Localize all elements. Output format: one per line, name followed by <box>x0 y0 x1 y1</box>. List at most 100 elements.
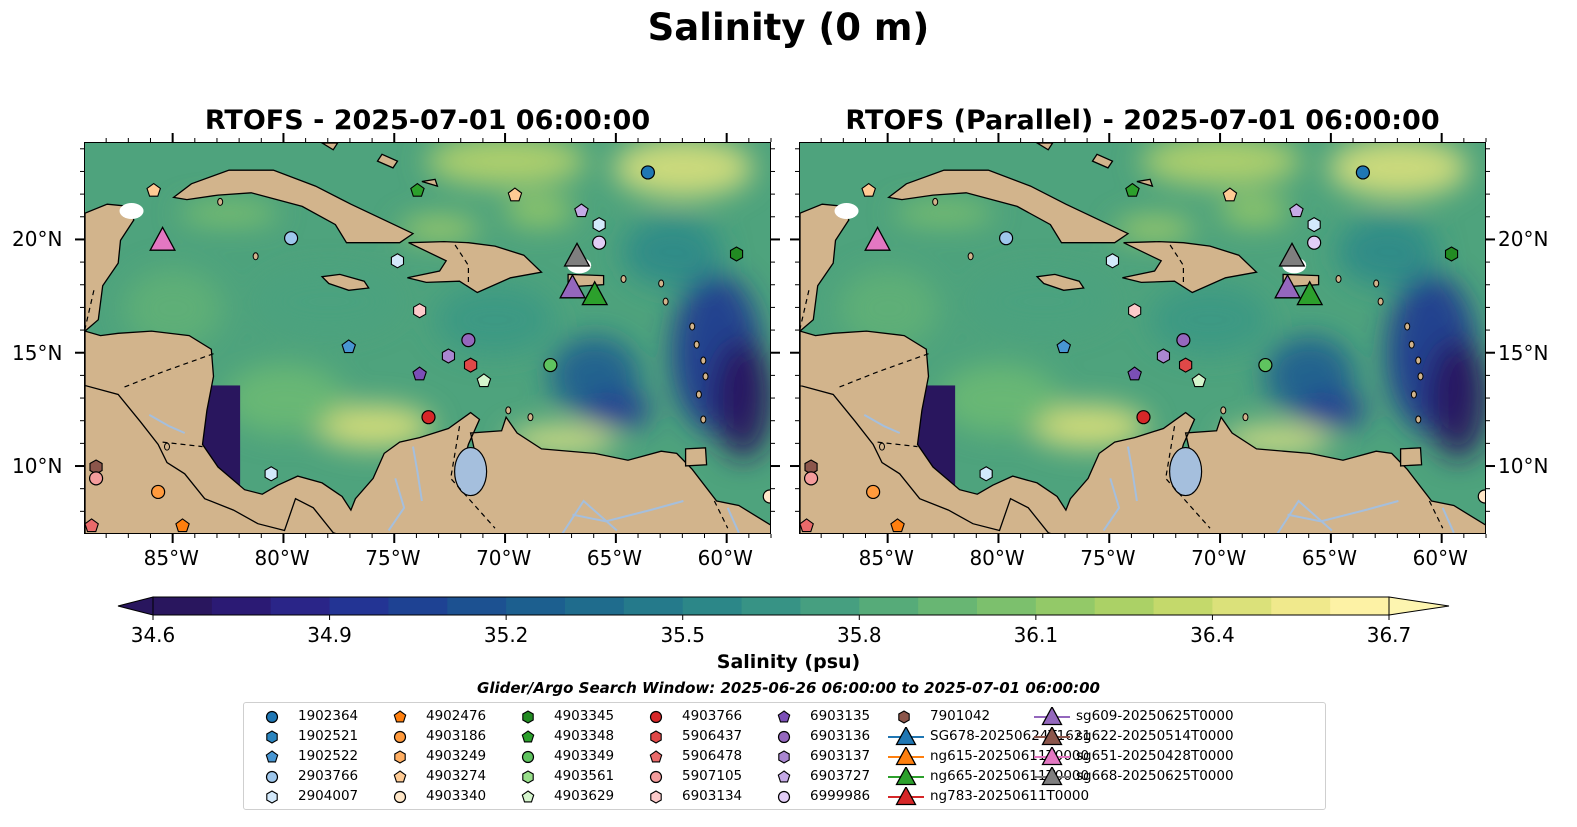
country-border <box>85 290 95 329</box>
legend-label: 4903561 <box>554 768 615 784</box>
legend-marker <box>888 747 924 766</box>
salinity-field-patch <box>313 404 434 449</box>
colorbar-segment <box>859 597 919 615</box>
legend-marker-shape <box>649 770 663 784</box>
river <box>561 499 618 533</box>
argo-float-2903766 <box>284 231 299 246</box>
colorbar-bar <box>117 596 1450 620</box>
legend-marker-shape <box>266 790 278 804</box>
legend-marker <box>649 750 663 763</box>
legend-marker-shape <box>265 710 279 724</box>
argo-float-4903186 <box>151 484 166 500</box>
argo-float-2904007 <box>592 216 606 233</box>
argo-float-6903135 <box>412 366 427 381</box>
argo-float-2904007 <box>1105 253 1120 269</box>
panel-title-right: RTOFS (Parallel) - 2025-07-01 06:00:00 <box>845 105 1440 136</box>
colorbar-extend-high <box>1388 596 1450 616</box>
colorbar-segment <box>1094 597 1155 615</box>
river <box>726 507 740 533</box>
lon-tick-label: 60°W <box>697 546 753 570</box>
colorbar-title: Salinity (psu) <box>716 651 861 673</box>
argo-float-4903629 <box>1191 373 1207 388</box>
small-island <box>1377 297 1384 306</box>
salinity-field-patch <box>1337 216 1438 287</box>
colorbar-tick-label: 34.6 <box>130 623 176 647</box>
salinity-field-patch <box>1114 217 1195 242</box>
legend-marker <box>1034 707 1070 726</box>
salinity-field-patch <box>613 143 754 198</box>
colorbar-segment <box>1330 597 1390 615</box>
salinity-field-patch <box>179 203 280 224</box>
argo-float-5907105 <box>88 471 104 486</box>
colorbar-tick-label: 35.5 <box>660 623 705 647</box>
legend-label: sg668-20250625T0000 <box>1076 768 1234 784</box>
salinity-field-patch <box>1028 404 1149 449</box>
lon-tick-label: 70°W <box>476 546 532 570</box>
colorbar-tick-label: 35.8 <box>837 623 882 647</box>
legend-marker <box>777 730 791 744</box>
legend-marker-shape <box>895 727 917 746</box>
legend-label: ng783-20250611T0000 <box>930 788 1090 804</box>
small-island <box>695 390 702 399</box>
legend-marker <box>649 710 663 724</box>
salinity-field-patch <box>894 203 995 224</box>
data-gap-patch <box>119 202 144 219</box>
small-island <box>878 442 885 451</box>
land-bahamas1 <box>1035 143 1054 151</box>
legend-label: 4903249 <box>426 748 487 764</box>
lat-tick-label: 15°N <box>12 340 63 365</box>
legend-label: 4903340 <box>426 788 487 804</box>
legend-marker-shape <box>265 750 279 763</box>
lon-tick-label: 60°W <box>1412 546 1468 570</box>
legend-marker <box>888 787 924 806</box>
colorbar-segment <box>506 597 566 615</box>
legend-label: 4903345 <box>554 708 615 724</box>
lon-tick-label: 65°W <box>1301 546 1358 570</box>
small-island <box>1417 372 1424 381</box>
legend-marker <box>1034 727 1070 746</box>
legend-label: 6999986 <box>810 788 871 804</box>
legend-marker <box>888 767 924 786</box>
search-window-note: Glider/Argo Search Window: 2025-06-26 06… <box>477 679 1100 697</box>
glider-ng665-20250611T0000 <box>581 280 609 306</box>
argo-float-4903274 <box>861 182 877 197</box>
salinity-field-patch <box>224 364 345 435</box>
small-island <box>693 340 700 349</box>
legend-marker <box>1034 747 1070 766</box>
legend-marker-shape <box>650 730 662 744</box>
land-central <box>85 330 770 533</box>
map-panel-rtofs <box>84 142 771 534</box>
lon-tick-label: 85°W <box>858 546 914 570</box>
legend-label: 4903348 <box>554 728 615 744</box>
river <box>1127 446 1138 502</box>
legend-marker-shape <box>521 730 535 743</box>
glider-sg609-20250625T0000 <box>1274 273 1301 299</box>
legend-marker <box>898 710 910 724</box>
legend-marker <box>393 710 407 723</box>
colorbar-segment <box>741 597 801 615</box>
data-gap-patch <box>834 202 859 219</box>
legend-marker-shape <box>777 790 791 804</box>
salinity-field-patch <box>939 364 1060 435</box>
land-central <box>800 330 1485 533</box>
legend-marker <box>394 750 406 764</box>
salinity-field-patch <box>622 216 723 287</box>
legend-marker-shape <box>649 710 663 724</box>
legend-label: 6903137 <box>810 748 871 764</box>
argo-float-5906478 <box>85 518 99 533</box>
argo-float-2904007 <box>390 253 405 269</box>
argo-float-6903135 <box>1127 366 1142 381</box>
legend-marker-shape <box>266 730 278 744</box>
legend-marker <box>521 730 535 743</box>
legend-marker-shape <box>1041 767 1063 786</box>
glider-sg668-20250625T0000 <box>563 241 591 267</box>
legend-marker <box>649 770 663 784</box>
country-border <box>454 244 469 286</box>
river <box>572 500 684 523</box>
salinity-field-patch <box>504 195 575 226</box>
legend-label: sg622-20250514T0000 <box>1076 728 1234 744</box>
land-cuba <box>887 169 1130 244</box>
argo-float-4902476 <box>890 518 905 533</box>
legend-marker <box>777 790 791 804</box>
argo-float-5906437 <box>463 357 478 373</box>
